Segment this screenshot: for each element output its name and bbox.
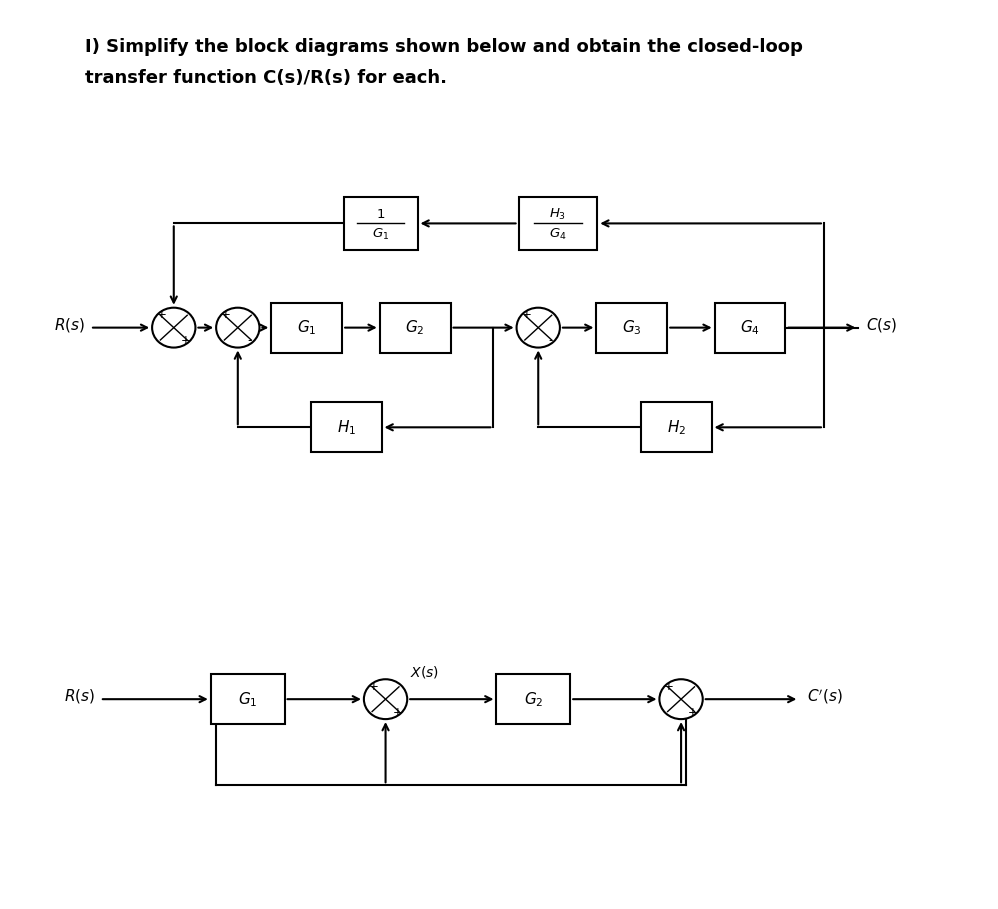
Text: $G_4$: $G_4$ xyxy=(549,226,567,242)
Text: $G_3$: $G_3$ xyxy=(622,318,642,337)
Circle shape xyxy=(217,307,259,347)
Circle shape xyxy=(660,679,703,719)
Text: $R(s)$: $R(s)$ xyxy=(64,687,95,705)
Text: $X(s)$: $X(s)$ xyxy=(410,664,439,680)
Bar xyxy=(496,674,570,724)
Text: $G_4$: $G_4$ xyxy=(741,318,760,337)
Text: +: + xyxy=(368,680,378,693)
Text: $G_1$: $G_1$ xyxy=(297,318,316,337)
Text: $C'(s)$: $C'(s)$ xyxy=(807,687,843,705)
Bar xyxy=(641,403,712,453)
Text: +: + xyxy=(521,308,531,321)
Text: +: + xyxy=(157,308,167,321)
Text: $G_2$: $G_2$ xyxy=(524,690,543,708)
Bar xyxy=(379,303,450,353)
Text: -: - xyxy=(548,335,552,347)
Circle shape xyxy=(517,307,560,347)
Text: +: + xyxy=(392,705,402,719)
Text: I) Simplify the block diagrams shown below and obtain the closed-loop: I) Simplify the block diagrams shown bel… xyxy=(85,37,803,55)
Bar xyxy=(343,197,417,250)
Circle shape xyxy=(364,679,407,719)
Text: +: + xyxy=(181,335,191,347)
Text: +: + xyxy=(665,680,674,693)
Text: $H_1$: $H_1$ xyxy=(336,418,355,436)
Text: $R(s)$: $R(s)$ xyxy=(54,316,85,334)
Bar xyxy=(597,303,668,353)
Text: $G_2$: $G_2$ xyxy=(405,318,425,337)
Text: +: + xyxy=(688,705,698,719)
Bar xyxy=(310,403,381,453)
Text: +: + xyxy=(221,308,231,321)
Text: $H_3$: $H_3$ xyxy=(550,207,567,222)
Bar xyxy=(271,303,342,353)
Circle shape xyxy=(152,307,196,347)
Bar xyxy=(211,674,284,724)
Text: -: - xyxy=(248,335,251,347)
Text: $C(s)$: $C(s)$ xyxy=(866,316,897,334)
Bar xyxy=(715,303,785,353)
Bar xyxy=(519,197,598,250)
Text: $G_1$: $G_1$ xyxy=(372,226,389,242)
Text: $G_1$: $G_1$ xyxy=(238,690,257,708)
Text: transfer function C(s)/R(s) for each.: transfer function C(s)/R(s) for each. xyxy=(85,69,447,87)
Text: $1$: $1$ xyxy=(376,208,385,221)
Text: $H_2$: $H_2$ xyxy=(667,418,686,436)
